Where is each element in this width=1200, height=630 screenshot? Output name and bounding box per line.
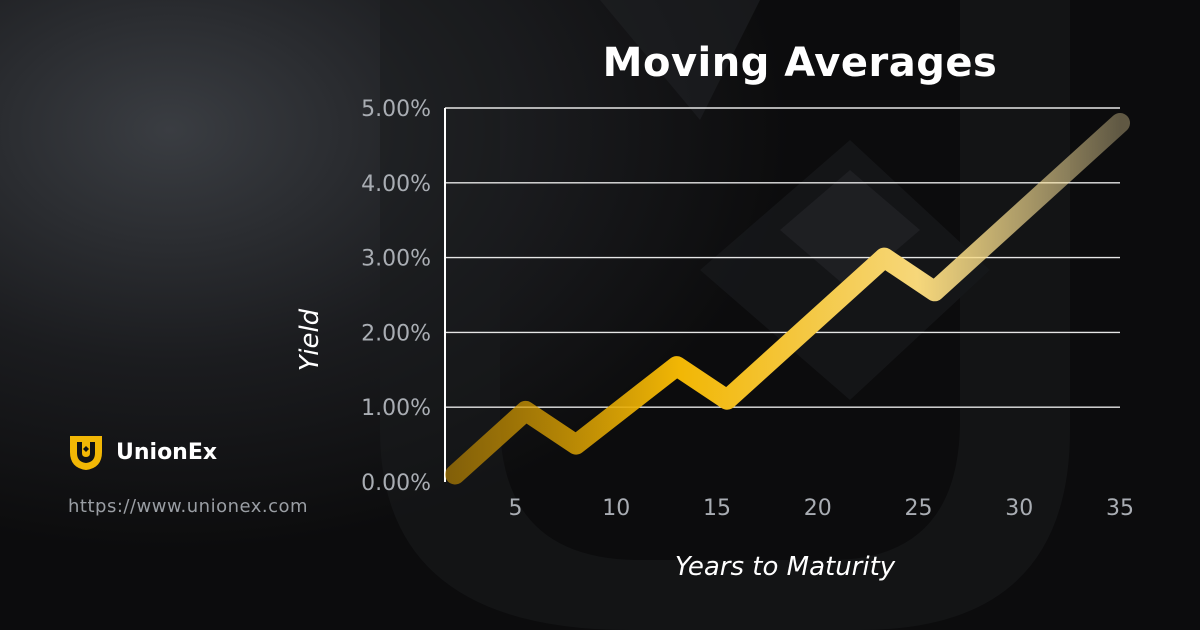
x-tick-label: 25 xyxy=(905,496,933,521)
background-chevron xyxy=(600,0,760,120)
x-tick-labels: 5 10 15 20 25 30 35 xyxy=(509,496,1134,521)
x-tick-label: 20 xyxy=(804,496,832,521)
unionex-logo-icon xyxy=(70,436,102,470)
x-tick-label: 5 xyxy=(509,496,523,521)
brand: UnionEx xyxy=(66,432,217,472)
x-tick-label: 15 xyxy=(703,496,731,521)
y-tick-label: 3.00% xyxy=(361,247,431,272)
y-tick-label: 5.00% xyxy=(361,97,431,122)
y-tick-label: 2.00% xyxy=(361,321,431,346)
chart-title: Moving Averages xyxy=(602,40,998,86)
y-tick-labels: 0.00% 1.00% 2.00% 3.00% 4.00% 5.00% xyxy=(361,97,431,496)
series-line-yield xyxy=(445,113,1130,485)
background-u-shape xyxy=(380,0,1070,630)
y-tick-label: 0.00% xyxy=(361,471,431,496)
x-tick-label: 35 xyxy=(1106,496,1134,521)
y-tick-label: 1.00% xyxy=(361,396,431,421)
brand-name: UnionEx xyxy=(116,439,218,465)
brand-url: https://www.unionex.com xyxy=(68,496,309,517)
x-axis-title: Years to Maturity xyxy=(675,552,896,582)
x-tick-label: 30 xyxy=(1005,496,1033,521)
grid-lines xyxy=(445,107,1120,408)
x-tick-label: 10 xyxy=(602,496,630,521)
y-axis-title: Yield xyxy=(295,308,325,371)
y-tick-label: 4.00% xyxy=(361,172,431,197)
